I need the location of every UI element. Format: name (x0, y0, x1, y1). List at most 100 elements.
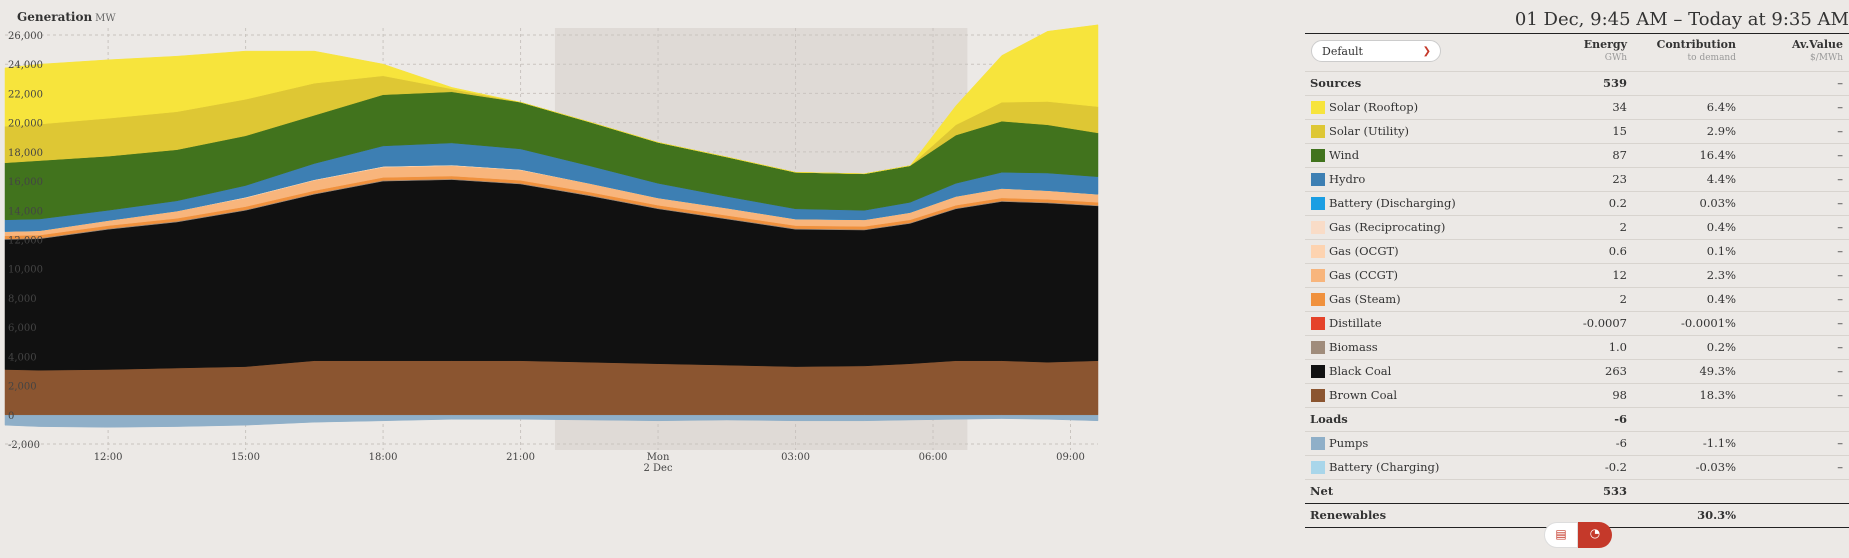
legend-swatch[interactable] (1311, 125, 1325, 138)
y-tick-label: 12,000 (8, 236, 43, 247)
summary-row[interactable]: Biomass 1.0 0.2% – (1305, 335, 1849, 359)
summary-row[interactable]: Gas (CCGT) 12 2.3% – (1305, 263, 1849, 287)
summary-table: Default ❯ Energy GWh Contribution to demand… (1305, 33, 1849, 528)
row-label: Solar (Utility) (1329, 124, 1409, 138)
legend-swatch[interactable] (1311, 269, 1325, 282)
summary-rows: Sources 539– Solar (Rooftop) 34 6.4% – Solar (… (1305, 71, 1849, 528)
chart-type-toggle[interactable]: ▤ ◔ (1544, 522, 1612, 548)
row-energy: 23 (1612, 172, 1627, 186)
bar-chart-toggle-button[interactable]: ▤ (1544, 522, 1578, 548)
summary-row[interactable]: Hydro 23 4.4% – (1305, 167, 1849, 191)
row-contribution: 0.4% (1706, 220, 1736, 234)
row-contribution: -0.03% (1695, 460, 1736, 474)
x-tick-label: 03:00 (781, 452, 810, 463)
legend-swatch[interactable] (1311, 149, 1325, 162)
y-tick-label: 0 (8, 411, 14, 422)
row-label: Biomass (1329, 340, 1378, 354)
legend-swatch[interactable] (1311, 101, 1325, 114)
y-tick-label: 20,000 (8, 119, 43, 130)
legend-swatch[interactable] (1311, 461, 1325, 474)
row-contribution: -0.0001% (1680, 316, 1736, 330)
summary-row[interactable]: Black Coal 263 49.3% – (1305, 359, 1849, 383)
chevron-down-icon: ❯ (1422, 46, 1431, 57)
summary-row[interactable]: Wind 87 16.4% – (1305, 143, 1849, 167)
summary-row[interactable]: Gas (Reciprocating) 2 0.4% – (1305, 215, 1849, 239)
row-label: Net (1310, 484, 1334, 498)
legend-swatch[interactable] (1311, 389, 1325, 402)
y-tick-label: 2,000 (8, 382, 37, 393)
date-range[interactable]: 01 Dec, 9:45 AM – Today at 9:35 AM (1514, 9, 1849, 30)
chart-style-dropdown[interactable]: Default ❯ (1311, 40, 1441, 62)
y-tick-label: 18,000 (8, 148, 43, 159)
summary-group-row: Sources 539 – (1305, 71, 1849, 95)
row-av-value: – (1837, 292, 1843, 306)
row-label: Battery (Charging) (1329, 460, 1440, 474)
y-tick-label: 22,000 (8, 89, 43, 100)
row-energy: 0.6 (1608, 244, 1627, 258)
x-tick-label: 21:00 (506, 452, 535, 463)
column-header-energy[interactable]: Energy GWh (1584, 38, 1627, 63)
generation-chart[interactable]: -2,000 0 2,000 4,000 6,000 8,000 10,000 12,000 1… (0, 0, 1100, 480)
x-tick-label: Mon (647, 452, 670, 463)
summary-row[interactable]: Distillate -0.0007 -0.0001% – (1305, 311, 1849, 335)
row-energy: 0.2 (1608, 196, 1627, 210)
legend-swatch[interactable] (1311, 173, 1325, 186)
row-energy: 263 (1605, 364, 1627, 378)
row-av-value: – (1837, 436, 1843, 450)
legend-swatch[interactable] (1311, 341, 1325, 354)
row-contribution: 0.03% (1699, 196, 1736, 210)
area-series-brown-coal[interactable] (4, 360, 1099, 416)
summary-row[interactable]: Gas (Steam) 2 0.4% – (1305, 287, 1849, 311)
column-contribution-unit: to demand (1687, 53, 1736, 63)
column-header-av-value[interactable]: Av.Value $/MWh (1792, 38, 1843, 63)
legend-swatch[interactable] (1311, 293, 1325, 306)
summary-group-row: Net 533 (1305, 479, 1849, 503)
row-av-value: – (1837, 220, 1843, 234)
legend-swatch[interactable] (1311, 245, 1325, 258)
pie-chart-toggle-button[interactable]: ◔ (1578, 522, 1612, 548)
row-label: Wind (1329, 148, 1360, 162)
row-av-value: – (1837, 340, 1843, 354)
row-energy: 87 (1612, 148, 1627, 162)
row-av-value: – (1837, 316, 1843, 330)
row-label: Renewables (1310, 508, 1387, 522)
legend-swatch[interactable] (1311, 197, 1325, 210)
legend-swatch[interactable] (1311, 221, 1325, 234)
y-tick-label: -2,000 (8, 440, 40, 451)
row-label: Hydro (1329, 172, 1366, 186)
row-energy: 539 (1602, 76, 1627, 90)
summary-row[interactable]: Solar (Rooftop) 34 6.4% – (1305, 95, 1849, 119)
legend-swatch[interactable] (1311, 437, 1325, 450)
row-contribution: -1.1% (1702, 436, 1736, 450)
summary-row[interactable]: Gas (OCGT) 0.6 0.1% – (1305, 239, 1849, 263)
row-energy: 2 (1619, 292, 1627, 306)
legend-swatch[interactable] (1311, 317, 1325, 330)
row-label: Solar (Rooftop) (1329, 100, 1419, 114)
summary-row[interactable]: Solar (Utility) 15 2.9% – (1305, 119, 1849, 143)
y-tick-label: 4,000 (8, 352, 37, 363)
row-av-value: – (1837, 76, 1843, 90)
x-tick-label: 18:00 (369, 452, 398, 463)
area-series-solar-rooftop[interactable] (4, 24, 1099, 175)
row-av-value: – (1837, 196, 1843, 210)
row-av-value: – (1837, 100, 1843, 114)
column-header-contribution[interactable]: Contribution to demand (1657, 38, 1736, 63)
row-energy: -0.2 (1604, 460, 1627, 474)
row-contribution: 6.4% (1706, 100, 1736, 114)
summary-row[interactable]: Brown Coal 98 18.3% – (1305, 383, 1849, 407)
legend-swatch[interactable] (1311, 365, 1325, 378)
row-energy: 12 (1612, 268, 1627, 282)
row-av-value: – (1837, 460, 1843, 474)
row-contribution: 0.2% (1706, 340, 1736, 354)
row-contribution: 0.1% (1706, 244, 1736, 258)
summary-row[interactable]: Pumps -6 -1.1% – (1305, 431, 1849, 455)
summary-row[interactable]: Battery (Charging) -0.2 -0.03% – (1305, 455, 1849, 479)
row-av-value: – (1837, 364, 1843, 378)
x-tick-label: 09:00 (1056, 452, 1085, 463)
x-tick-label: 06:00 (919, 452, 948, 463)
y-tick-label: 8,000 (8, 294, 37, 305)
row-contribution: 16.4% (1699, 148, 1736, 162)
y-tick-label: 6,000 (8, 323, 37, 334)
summary-row[interactable]: Battery (Discharging) 0.2 0.03% – (1305, 191, 1849, 215)
row-label: Gas (OCGT) (1329, 244, 1399, 258)
